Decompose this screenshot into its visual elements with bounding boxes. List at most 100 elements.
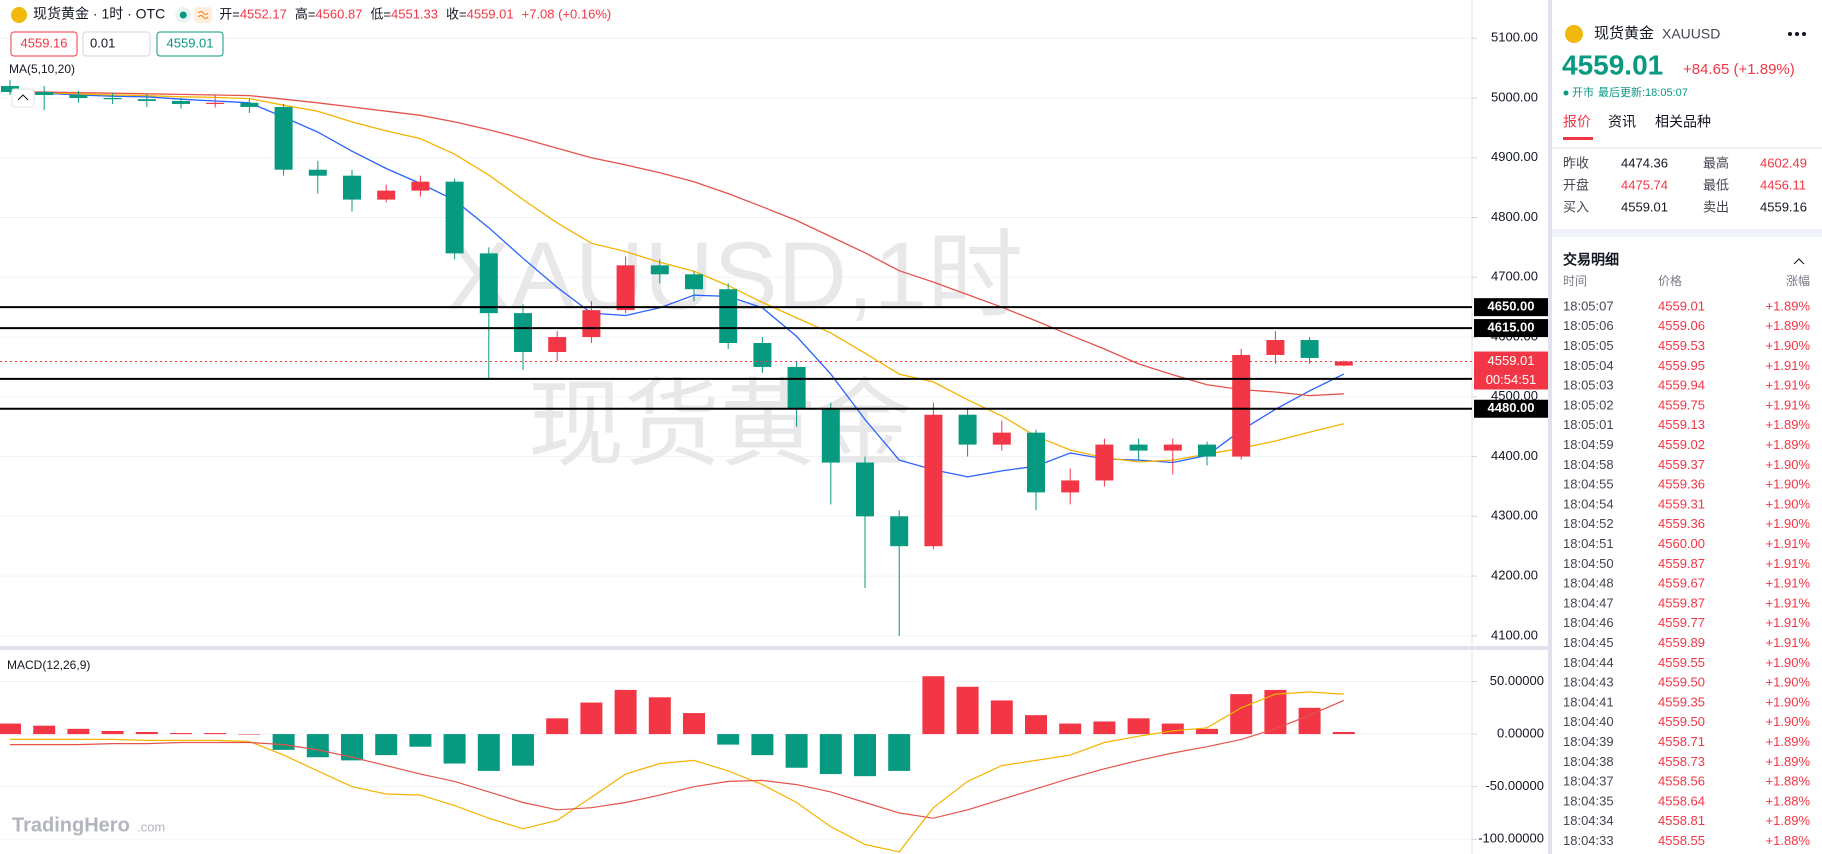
stat-label: 卖出	[1703, 199, 1729, 214]
trade-cell: 4559.67	[1658, 576, 1705, 591]
ohlc-value: 4559.01	[467, 6, 514, 21]
logo: TradingHero	[12, 814, 130, 836]
dot[interactable]	[1788, 32, 1792, 36]
candle-body	[616, 265, 635, 311]
macd-bar	[922, 676, 945, 735]
tab[interactable]: 相关品种	[1655, 114, 1711, 130]
macd-bar	[443, 734, 466, 764]
candle-body	[514, 313, 532, 352]
dot[interactable]	[1802, 32, 1806, 36]
trade-cell: 4560.00	[1658, 536, 1705, 551]
trade-cell: +1.91%	[1766, 397, 1811, 412]
macd-bar	[375, 734, 398, 756]
candle-body	[719, 289, 738, 344]
tab[interactable]: 资讯	[1608, 114, 1636, 130]
sell-price[interactable]: 4559.16	[21, 35, 68, 50]
y-tick-label: 5000.00	[1491, 89, 1538, 104]
side-panel: 现货黄金 XAUUSD 4559.01 +84.65 (+1.89%) 开市 最…	[1552, 25, 1822, 848]
level-tag	[1474, 319, 1548, 338]
trade-cell: 4559.35	[1658, 694, 1705, 709]
ohlc-label: 开=	[219, 6, 240, 21]
level-tag	[1474, 298, 1548, 317]
macd-bar	[785, 734, 808, 768]
candle-body	[103, 98, 122, 100]
stat-value: 4474.36	[1621, 155, 1668, 170]
trade-cell: 18:04:59	[1563, 437, 1614, 452]
dot[interactable]	[1795, 32, 1799, 36]
trade-cell: 4559.77	[1658, 615, 1705, 630]
macd-bar	[409, 734, 432, 747]
qty[interactable]: 0.01	[90, 35, 115, 50]
macd-bar	[888, 734, 911, 771]
candle-body	[35, 92, 54, 96]
trade-cell: +1.90%	[1766, 675, 1811, 690]
macd-bar	[546, 718, 569, 735]
trade-cell: +1.90%	[1766, 694, 1811, 709]
tab[interactable]: 报价	[1563, 114, 1591, 130]
buy-box[interactable]	[156, 31, 224, 57]
overlay: 4559.16 0.01 4559.01 MA(5,10,20) MACD(12…	[7, 6, 1548, 846]
trade-cell: 4559.95	[1658, 358, 1705, 373]
candle-body	[890, 516, 909, 547]
trade-cell: +1.91%	[1766, 536, 1811, 551]
trade-cell: 4559.37	[1658, 457, 1705, 472]
trade-cell: 18:04:35	[1563, 793, 1614, 808]
sell-box[interactable]	[10, 31, 78, 57]
candle-body	[1300, 340, 1319, 358]
trade-cell: 4559.53	[1658, 338, 1705, 353]
trade-cell: +1.89%	[1766, 754, 1811, 769]
trade-cell: 18:05:06	[1563, 318, 1614, 333]
y-tick-label: 5100.00	[1491, 30, 1538, 45]
y-tick-label: 0.00000	[1497, 726, 1544, 741]
trade-cell: +1.91%	[1766, 576, 1811, 591]
trade-cell: 4559.87	[1658, 556, 1705, 571]
candle-body	[1266, 340, 1285, 355]
y-tick-label: 4200.00	[1491, 568, 1538, 583]
macd-bar	[819, 734, 842, 775]
trade-cell: 4559.87	[1658, 595, 1705, 610]
stat-value: 4602.49	[1760, 155, 1807, 170]
ohlc-label: 高=	[295, 6, 316, 21]
macd-bar	[1196, 728, 1218, 735]
macd-bar	[170, 733, 192, 735]
trade-cell: 18:05:01	[1563, 417, 1614, 432]
collapse-caret[interactable]	[1793, 258, 1805, 265]
macd-bar	[0, 723, 21, 735]
trade-cell: 4559.50	[1658, 714, 1705, 729]
macd-bar	[306, 734, 329, 758]
trade-cell: 18:04:44	[1563, 655, 1614, 670]
column-header: 时间	[1563, 274, 1587, 288]
trade-cell: 18:04:54	[1563, 496, 1614, 511]
candle-body	[856, 462, 874, 517]
trade-cell: 18:04:40	[1563, 714, 1614, 729]
y-tick-label: 4900.00	[1491, 149, 1538, 164]
candle-body	[343, 175, 361, 200]
candle-body	[1163, 444, 1182, 451]
collapse-icon[interactable]	[17, 94, 29, 101]
candle-body	[69, 95, 88, 99]
symbol: 现货黄金 · 1时 · OTC	[33, 6, 165, 22]
trade-cell: 4558.81	[1658, 813, 1705, 828]
trade-cell: +1.89%	[1766, 298, 1811, 313]
trade-cell: 18:04:45	[1563, 635, 1614, 650]
trade-cell: +1.89%	[1766, 734, 1811, 749]
level-label: 4650.00	[1488, 299, 1535, 314]
candle-body	[787, 366, 806, 409]
stat-value: 4456.11	[1760, 177, 1806, 192]
buy-price[interactable]: 4559.01	[167, 35, 214, 50]
collapse-button[interactable]	[11, 88, 35, 108]
macd-bar	[204, 733, 227, 735]
macd-bar	[1059, 723, 1082, 735]
macd-bar	[648, 697, 671, 735]
grid	[0, 37, 1477, 840]
more-menu[interactable]	[1788, 32, 1806, 36]
trade-cell: +1.91%	[1766, 378, 1811, 393]
panel-name: 现货黄金	[1594, 25, 1654, 42]
trade-cell: 4559.36	[1658, 477, 1705, 492]
trade-cell: +1.90%	[1766, 477, 1811, 492]
level-label: 4480.00	[1488, 400, 1535, 415]
candle-body	[753, 343, 772, 367]
qty-input[interactable]	[82, 31, 151, 57]
trade-cell: +1.88%	[1766, 833, 1811, 848]
